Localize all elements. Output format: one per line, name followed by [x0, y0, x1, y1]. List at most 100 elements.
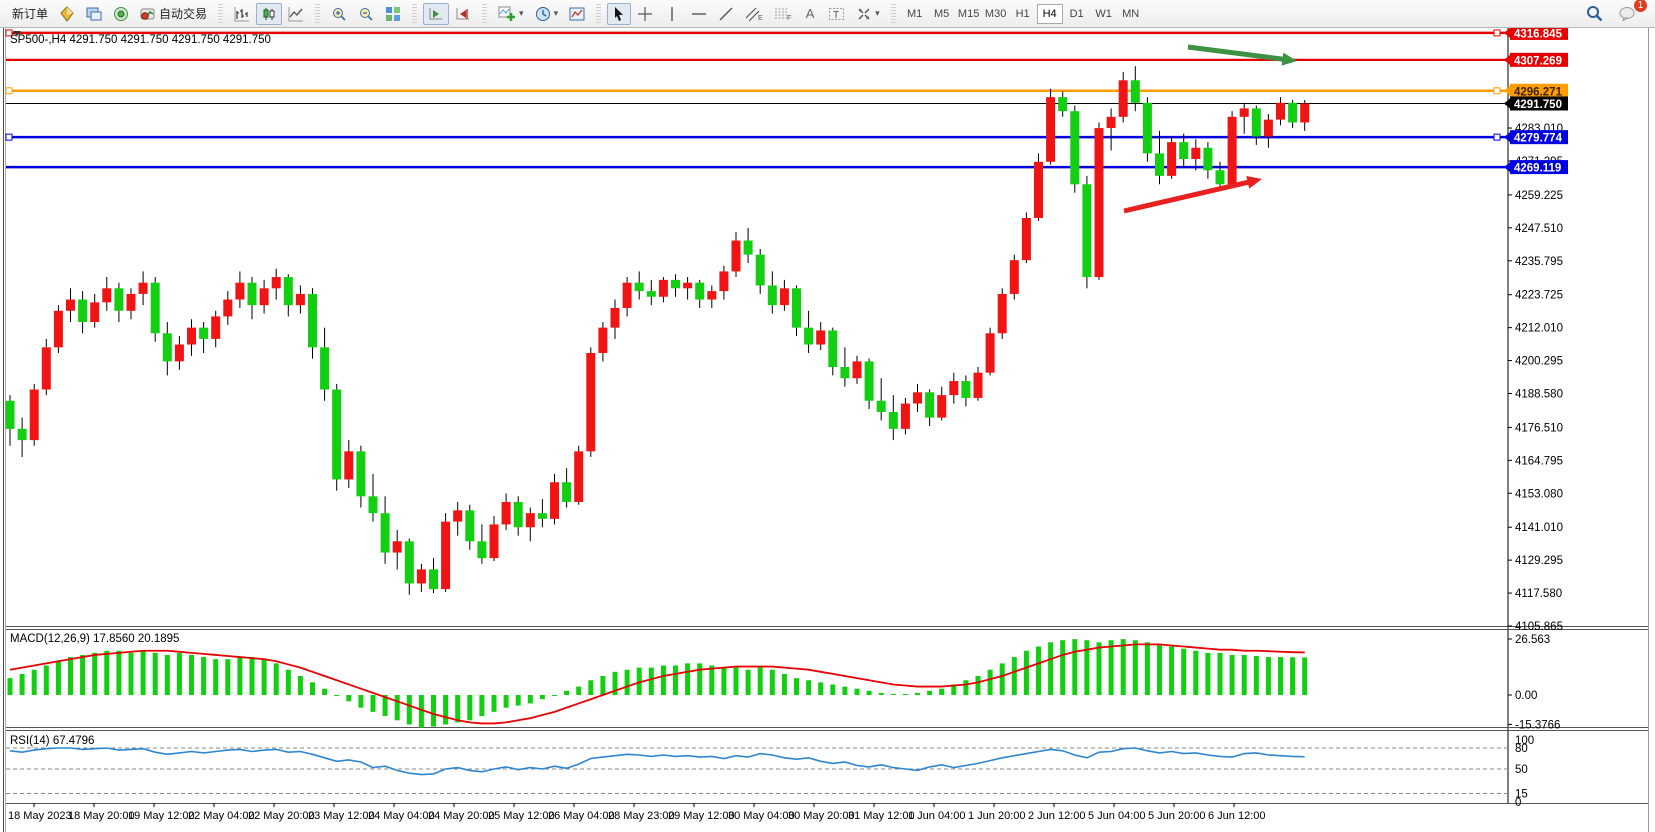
tf-W1[interactable]: W1 — [1095, 7, 1112, 20]
time-label: 31 May 12:00 — [848, 810, 915, 822]
toolbar-separator — [482, 3, 488, 24]
chat-bubble-icon — [1619, 7, 1635, 21]
tf-D1[interactable]: D1 — [1069, 7, 1084, 20]
svg-text:4212.010: 4212.010 — [1515, 323, 1563, 335]
new-order-button[interactable]: 新订单 — [7, 3, 53, 25]
toolbar-separator — [890, 3, 896, 24]
horizontal-line-icon — [692, 12, 707, 15]
svg-text:4223.725: 4223.725 — [1515, 290, 1563, 302]
vertical-line-icon — [671, 6, 673, 21]
gold-badge-icon[interactable] — [54, 3, 80, 25]
svg-text:4188.580: 4188.580 — [1515, 388, 1563, 400]
candles-layer — [5, 66, 1310, 595]
search-icon — [1587, 6, 1603, 22]
horizontal-line-button[interactable] — [686, 3, 712, 25]
red-arrow[interactable] — [1123, 175, 1262, 214]
cursor-icon — [615, 7, 624, 21]
chart-shift-icon — [456, 7, 470, 19]
depth-window-icon[interactable] — [81, 3, 107, 25]
time-label: 30 May 04:00 — [728, 810, 795, 822]
symbol-dropdown-marker — [13, 31, 21, 36]
tf-M15[interactable]: M15 — [957, 7, 980, 20]
autotrading-label: 自动交易 — [159, 7, 208, 21]
horizontal-lines — [5, 29, 1508, 169]
tf-H4[interactable]: H4 — [1036, 3, 1063, 24]
auto-scroll-button[interactable] — [423, 2, 450, 25]
fibonacci-button[interactable]: F — [769, 3, 797, 25]
time-label: 30 May 20:00 — [788, 810, 855, 822]
zoom-out-button[interactable] — [353, 3, 379, 25]
signals-icon[interactable] — [108, 3, 134, 25]
text-label-button[interactable]: T — [823, 3, 850, 25]
channel-button[interactable]: E — [740, 3, 768, 25]
candlestick-chart-icon — [263, 7, 275, 20]
time-label: 22 May 20:00 — [248, 810, 315, 822]
text-label-icon: T — [829, 7, 845, 21]
time-label: 5 Jun 04:00 — [1088, 810, 1146, 822]
svg-text:F: F — [787, 15, 791, 22]
tf-M1[interactable]: M1 — [906, 7, 923, 20]
toolbar: 新订单 自动交易 — [0, 0, 1655, 28]
svg-text:4105.865: 4105.865 — [1515, 621, 1563, 633]
time-label: 1 Jun 04:00 — [908, 810, 966, 822]
tf-M30[interactable]: M30 — [984, 7, 1007, 20]
equidistant-channel-icon: E — [745, 7, 763, 22]
trendline-icon — [719, 7, 733, 20]
autotrading-icon — [140, 8, 155, 20]
gold-badge-glyph — [60, 5, 74, 22]
time-label: 29 May 12:00 — [668, 810, 735, 822]
template-icon — [569, 7, 585, 20]
vertical-line-button[interactable] — [659, 3, 685, 25]
indicators-button[interactable]: ▾ — [493, 3, 529, 25]
chart-shift-button[interactable] — [450, 3, 476, 25]
svg-text:4129.295: 4129.295 — [1515, 555, 1563, 567]
tf-M5[interactable]: M5 — [933, 7, 950, 20]
macd-pane: MACD(12,26,9) 17.8560 20.1895 26.563 0.00 -… — [7, 633, 1560, 731]
autotrading-button[interactable]: 自动交易 — [135, 3, 212, 25]
arrows-tool-button[interactable]: ▾ — [851, 3, 885, 25]
svg-text:4235.795: 4235.795 — [1515, 256, 1563, 268]
macd-label: MACD(12,26,9) 17.8560 20.1895 — [10, 633, 179, 645]
crosshair-button[interactable] — [632, 3, 658, 25]
bar-chart-button[interactable] — [229, 3, 255, 25]
svg-text:4164.795: 4164.795 — [1515, 455, 1563, 467]
rsi-label: RSI(14) 67.4796 — [10, 735, 94, 747]
notifications-button[interactable]: 1 — [1614, 0, 1647, 25]
trendline-button[interactable] — [713, 3, 739, 25]
zoom-in-button[interactable] — [326, 3, 352, 25]
search-button[interactable] — [1581, 3, 1608, 25]
toolbar-separator — [596, 3, 602, 24]
price-badge-4291.75: 4291.750 — [1514, 99, 1562, 111]
candlestick-chart-button[interactable] — [256, 2, 283, 25]
tile-windows-button[interactable] — [380, 3, 406, 25]
time-label: 2 Jun 12:00 — [1028, 810, 1086, 822]
line-chart-button[interactable] — [283, 3, 309, 25]
chart-canvas[interactable]: 4283.0104271.2954259.2254247.5104235.795… — [0, 28, 1655, 832]
time-label: 1 Jun 20:00 — [968, 810, 1026, 822]
dropdown-caret: ▾ — [875, 8, 880, 18]
svg-text:4176.510: 4176.510 — [1515, 422, 1563, 434]
fibonacci-icon: F — [775, 8, 791, 22]
time-label: 18 May 2023 — [8, 810, 72, 822]
time-label: 26 May 04:00 — [548, 810, 615, 822]
zoom-in-icon — [333, 7, 346, 21]
tf-H1[interactable]: H1 — [1015, 7, 1030, 20]
templates-button[interactable] — [564, 3, 590, 25]
tf-MN[interactable]: MN — [1122, 7, 1140, 20]
line-chart-icon — [288, 6, 304, 21]
cursor-button[interactable] — [607, 2, 632, 25]
svg-text:4153.080: 4153.080 — [1515, 488, 1563, 500]
periods-button[interactable]: ▾ — [530, 3, 564, 25]
notification-badge: 1 — [1634, 0, 1647, 12]
tile-windows-icon — [386, 6, 401, 21]
text-button[interactable]: A — [798, 3, 822, 25]
timeframe-group: M1 M5 M15 M30 H1 H4 D1 W1 MN — [899, 0, 1147, 28]
arrows-tool-icon — [858, 8, 870, 19]
price-badge-4296.271: 4296.271 — [1514, 86, 1563, 98]
time-label: 25 May 12:00 — [488, 810, 555, 822]
green-arrow[interactable] — [1187, 44, 1297, 66]
time-label: 22 May 04:00 — [188, 810, 255, 822]
time-label: 23 May 12:00 — [308, 810, 375, 822]
